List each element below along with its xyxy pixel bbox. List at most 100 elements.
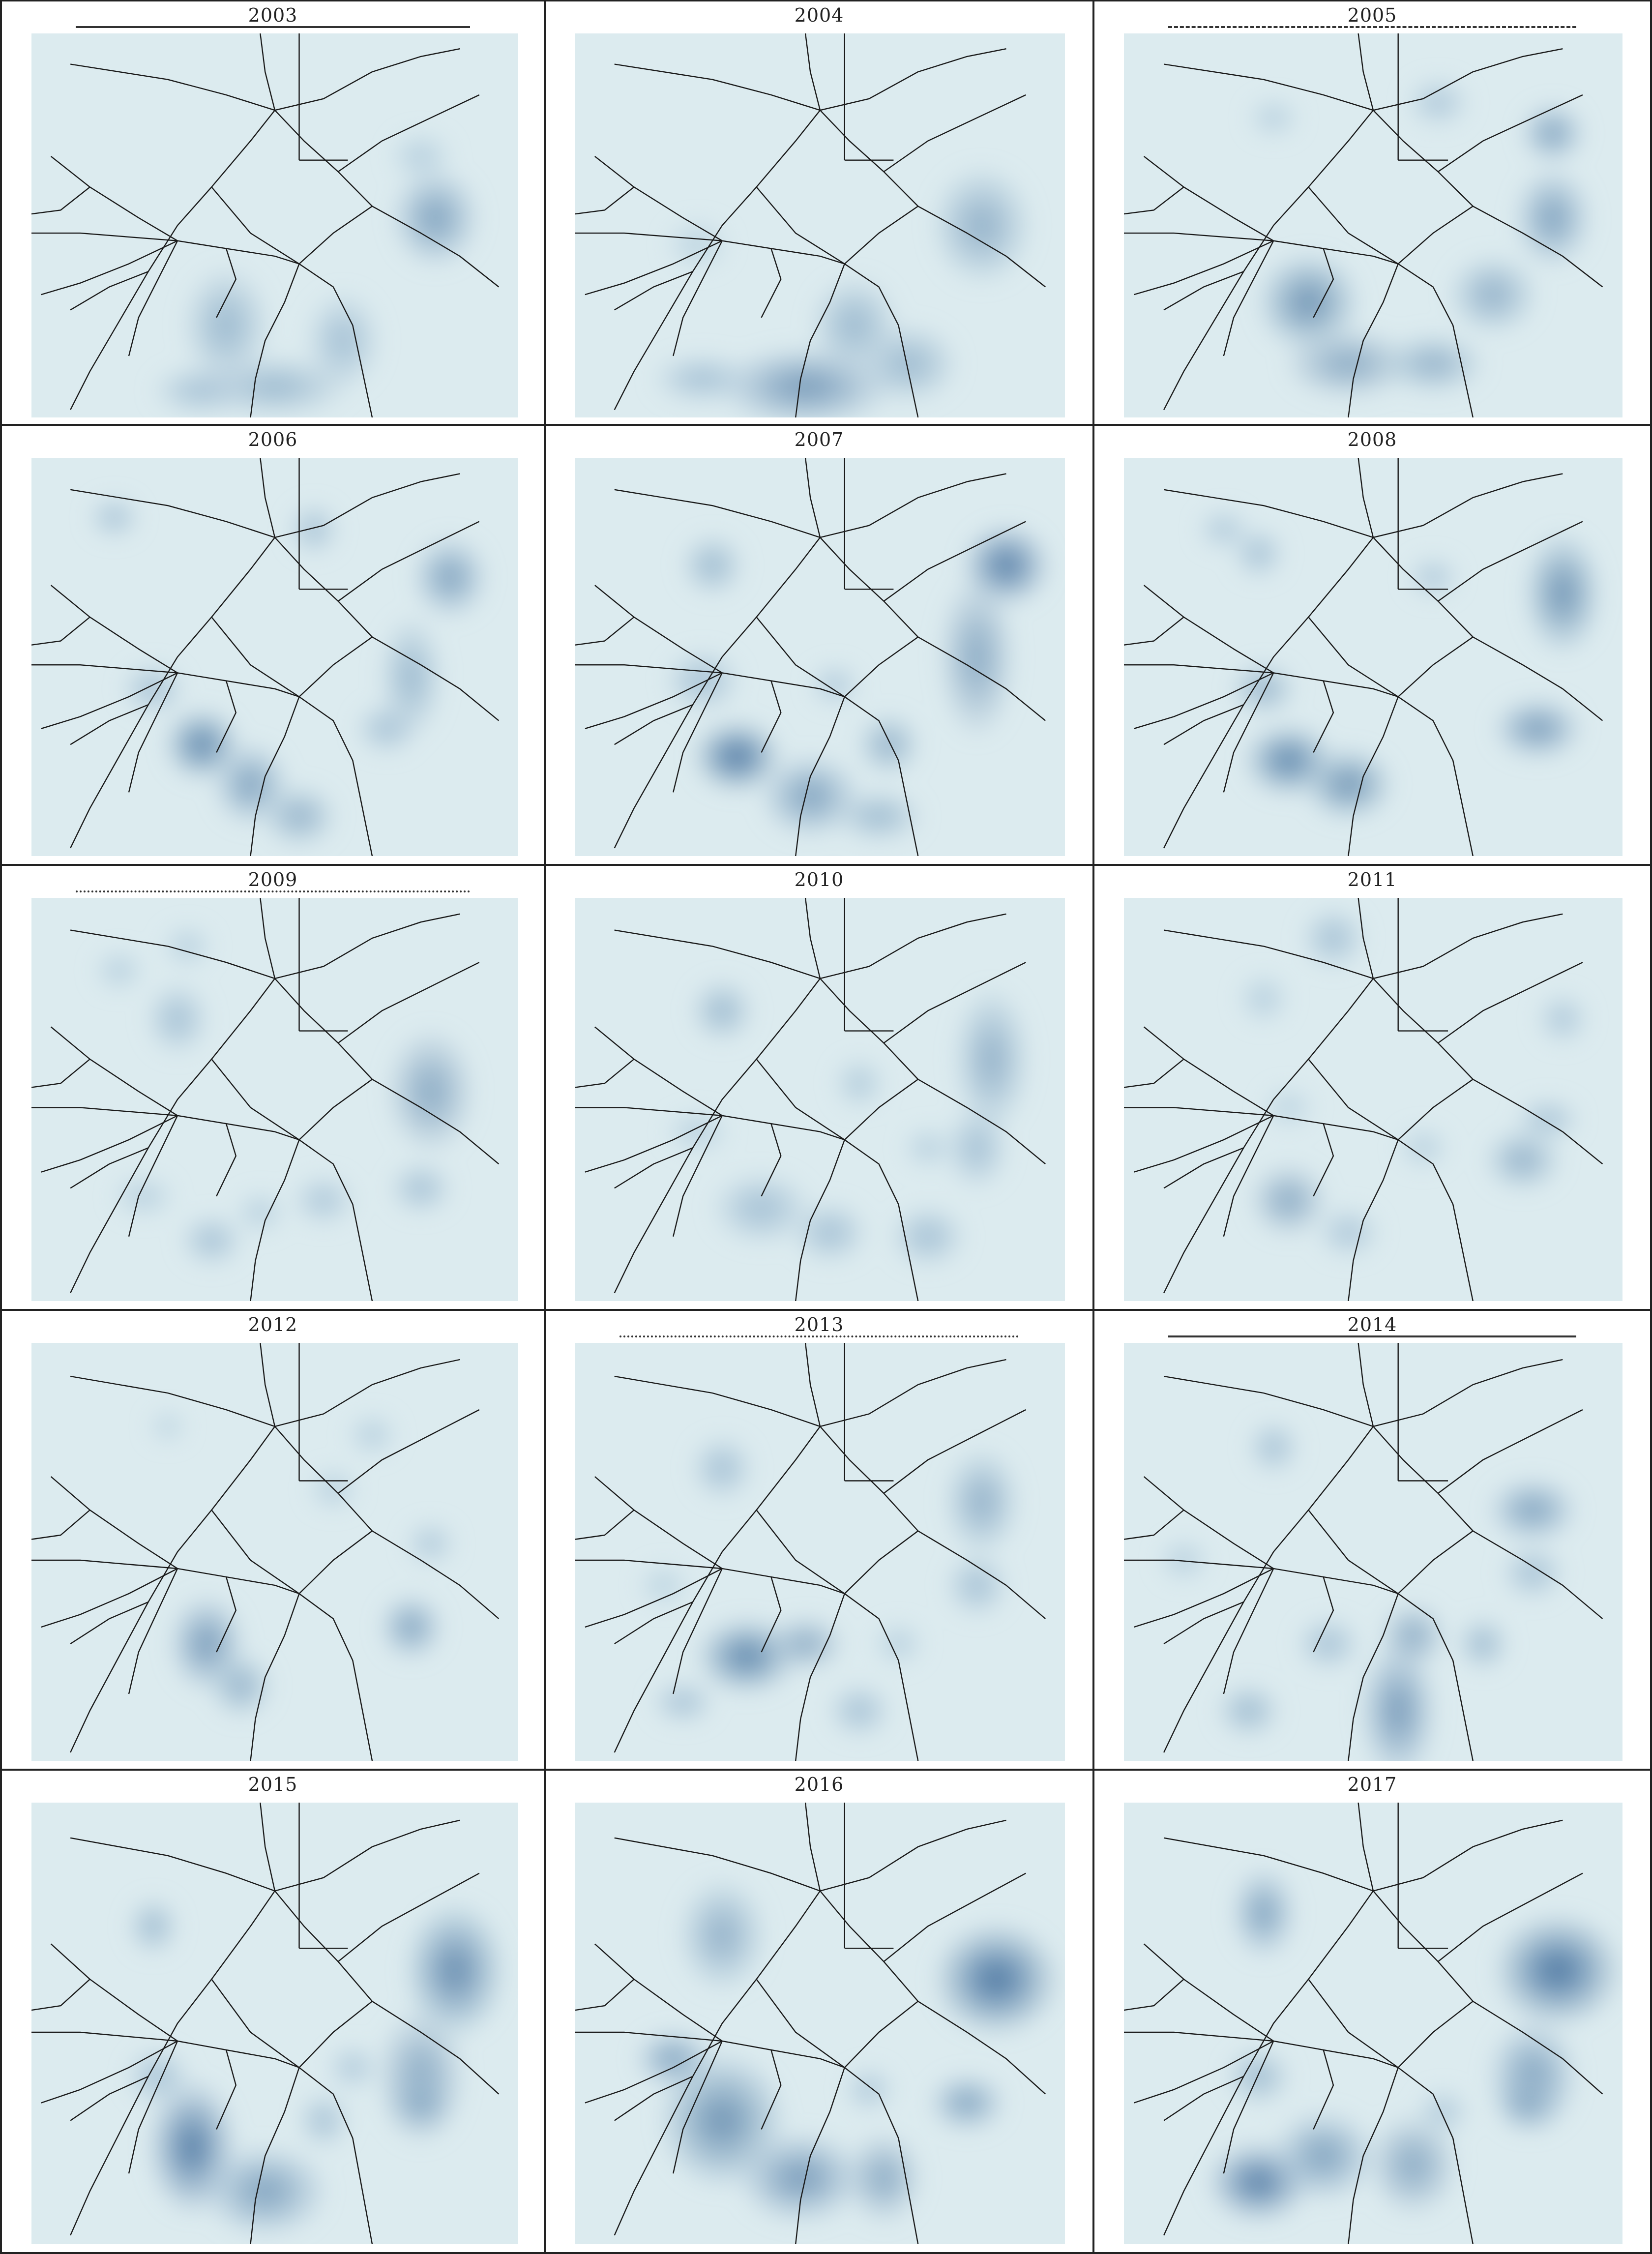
rail-line (1124, 617, 1184, 646)
rail-line (844, 263, 919, 417)
rail-line (274, 913, 460, 979)
rail-line (761, 681, 782, 753)
rail-line (614, 489, 821, 538)
rail-line (820, 1819, 1006, 1892)
rail-line (1124, 1979, 1184, 2011)
rail-network (1124, 898, 1603, 1301)
density-layer (129, 1899, 502, 2234)
density-hotspot (1417, 1143, 1429, 1153)
rail-line (211, 1426, 373, 1595)
rail-line (1308, 978, 1474, 1141)
density-map-svg (575, 458, 1065, 856)
rail-line (1473, 1530, 1603, 1619)
density-hotspot (1557, 1012, 1569, 1025)
density-hotspot (366, 1429, 378, 1440)
panel-rule-line (620, 1335, 1019, 1337)
density-hotspot (863, 2084, 875, 2095)
density-map (1124, 1803, 1622, 2244)
rail-line (795, 1593, 845, 1761)
density-hotspot (707, 2105, 737, 2136)
density-hotspot (690, 238, 705, 251)
rail-line (1473, 636, 1603, 721)
rail-line (298, 263, 373, 417)
density-hotspot (1257, 992, 1270, 1005)
rail-line (585, 1568, 723, 1628)
density-hotspot (334, 329, 352, 353)
rail-line (883, 1409, 1026, 1494)
density-layer (1249, 79, 1589, 396)
rail-line (1143, 1476, 1274, 1570)
rail-line (211, 537, 373, 698)
rail-line (372, 206, 500, 288)
density-hotspot (1282, 1102, 1295, 1113)
rail-line (795, 264, 845, 417)
rail-line (41, 672, 178, 729)
rail-line (1397, 1593, 1474, 1761)
rail-line (211, 978, 373, 1141)
density-map-svg (31, 898, 518, 1301)
rail-line (372, 636, 500, 721)
rail-line (1398, 696, 1474, 856)
density-hotspot (1252, 547, 1265, 560)
rail-line (1348, 1139, 1399, 1301)
density-map-svg (31, 33, 518, 417)
density-hotspot (163, 1423, 173, 1430)
panel-rule-line (1168, 1335, 1576, 1337)
rail-line (1223, 240, 1274, 356)
rail-network (1124, 1343, 1603, 1761)
rail-line (274, 48, 460, 111)
density-hotspot (919, 1229, 937, 1244)
density-map (575, 33, 1065, 417)
density-map (31, 1803, 518, 2244)
rail-line (614, 1601, 693, 1645)
panel-2010: 2010 (546, 866, 1094, 1311)
density-hotspot (1427, 572, 1439, 582)
panel-rule-line (76, 26, 470, 28)
rail-line (70, 898, 276, 1294)
rail-line (820, 1359, 1006, 1427)
density-layer (1210, 1870, 1618, 2220)
panel-2005: 2005 (1094, 0, 1652, 426)
rail-line (31, 617, 90, 646)
density-map (575, 898, 1065, 1301)
rail-line (1163, 33, 1374, 410)
rail-line (70, 458, 276, 849)
panel-2016: 2016 (546, 1771, 1094, 2254)
density-hotspot (204, 1234, 219, 1247)
rail-line (211, 1890, 373, 2068)
rail-line (883, 521, 1026, 602)
density-hotspot (973, 1489, 991, 1514)
rail-line (761, 248, 782, 318)
rail-line (844, 1593, 919, 1761)
rail-line (1163, 458, 1374, 849)
rail-network (575, 33, 1046, 417)
density-map (1124, 1343, 1622, 1761)
density-hotspot (1278, 752, 1299, 769)
density-hotspot (1476, 1637, 1489, 1650)
rail-line (756, 978, 919, 1141)
rail-line (673, 672, 723, 793)
density-hotspot (853, 1077, 865, 1090)
density-hotspot (1338, 776, 1359, 793)
rail-line (594, 155, 723, 241)
rail-line (1163, 489, 1374, 538)
density-hotspot (958, 2096, 976, 2110)
rail-line (756, 537, 919, 698)
density-map-svg (1124, 1343, 1622, 1761)
rail-network (1124, 458, 1603, 856)
density-hotspot (1513, 1153, 1532, 1167)
density-hotspot (147, 1919, 159, 1933)
rail-line (820, 913, 1006, 979)
rail-line (575, 232, 845, 265)
density-hotspot (1430, 96, 1446, 109)
rail-network (1124, 33, 1603, 417)
density-hotspot (1543, 206, 1562, 230)
rail-line (917, 206, 1046, 288)
density-hotspot (1405, 1628, 1421, 1643)
rail-network (575, 458, 1046, 856)
rail-line (70, 1375, 275, 1427)
rail-line (1163, 898, 1374, 1294)
rail-line (917, 2001, 1046, 2095)
density-hotspot (796, 1637, 815, 1650)
panel-year-label: 2007 (794, 429, 844, 450)
